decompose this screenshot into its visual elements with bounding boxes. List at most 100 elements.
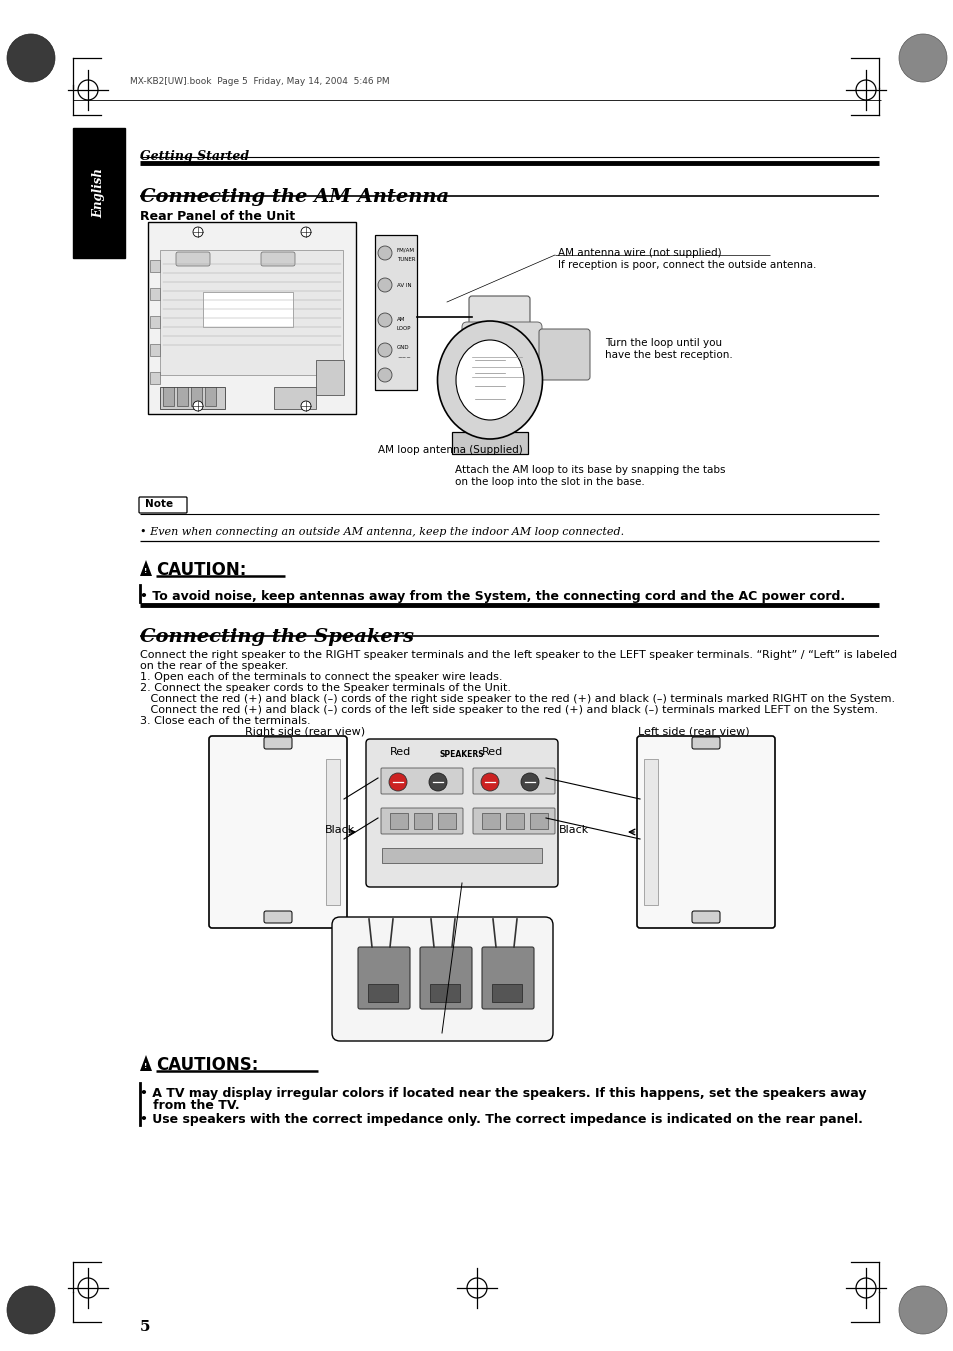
Bar	[326, 759, 339, 905]
Bar	[191, 386, 202, 407]
Text: AM antenna wire (not supplied): AM antenna wire (not supplied)	[558, 249, 720, 258]
Bar	[150, 316, 160, 328]
Text: Connect the red (+) and black (–) cords of the left side speaker to the red (+) : Connect the red (+) and black (–) cords …	[140, 705, 878, 715]
Circle shape	[480, 773, 498, 790]
FancyBboxPatch shape	[691, 911, 720, 923]
Text: GND: GND	[396, 345, 409, 350]
Circle shape	[377, 278, 392, 292]
Circle shape	[193, 227, 203, 236]
Bar	[73, 128, 125, 258]
Text: Connecting the Speakers: Connecting the Speakers	[140, 628, 414, 646]
Bar	[643, 759, 658, 905]
Circle shape	[377, 313, 392, 327]
FancyBboxPatch shape	[175, 253, 210, 266]
Text: TUNER: TUNER	[396, 257, 416, 262]
Text: Connect the right speaker to the RIGHT speaker terminals and the left speaker to: Connect the right speaker to the RIGHT s…	[140, 650, 896, 661]
Text: !: !	[144, 567, 148, 574]
Circle shape	[193, 401, 203, 411]
Text: !: !	[144, 1063, 148, 1069]
FancyBboxPatch shape	[481, 947, 534, 1009]
Text: Turn the loop until you: Turn the loop until you	[604, 338, 721, 349]
Bar	[315, 359, 344, 394]
Bar	[150, 372, 160, 384]
Text: AM: AM	[396, 317, 405, 322]
Bar	[437, 813, 456, 830]
Bar	[203, 292, 293, 327]
FancyBboxPatch shape	[209, 736, 347, 928]
Text: If reception is poor, connect the outside antenna.: If reception is poor, connect the outsid…	[558, 259, 816, 270]
Text: 1. Open each of the terminals to connect the speaker wire leads.: 1. Open each of the terminals to connect…	[140, 671, 502, 682]
Text: Right side (rear view): Right side (rear view)	[245, 727, 365, 738]
Text: Red: Red	[390, 747, 411, 757]
Circle shape	[301, 227, 311, 236]
Polygon shape	[140, 561, 152, 576]
Text: AM loop antenna (Supplied): AM loop antenna (Supplied)	[377, 444, 522, 455]
Bar	[390, 813, 408, 830]
Text: Attach the AM loop to its base by snapping the tabs: Attach the AM loop to its base by snappi…	[455, 465, 724, 476]
FancyBboxPatch shape	[366, 739, 558, 888]
Bar	[381, 848, 541, 863]
Text: CAUTION:: CAUTION:	[156, 561, 246, 580]
FancyBboxPatch shape	[469, 296, 530, 338]
FancyBboxPatch shape	[261, 253, 294, 266]
Circle shape	[389, 773, 407, 790]
FancyBboxPatch shape	[637, 736, 774, 928]
Circle shape	[377, 343, 392, 357]
Text: • Use speakers with the correct impedance only. The correct impedance is indicat: • Use speakers with the correct impedanc…	[140, 1113, 862, 1125]
Bar	[274, 386, 315, 409]
Text: AV IN: AV IN	[396, 282, 411, 288]
Circle shape	[7, 1286, 55, 1333]
Bar	[150, 259, 160, 272]
Circle shape	[377, 246, 392, 259]
Text: ~~~: ~~~	[396, 355, 411, 359]
Text: on the loop into the slot in the base.: on the loop into the slot in the base.	[455, 477, 644, 486]
Text: have the best reception.: have the best reception.	[604, 350, 732, 359]
Text: Red: Red	[481, 747, 503, 757]
Bar	[160, 386, 225, 409]
FancyBboxPatch shape	[380, 767, 462, 794]
Text: • Even when connecting an outside AM antenna, keep the indoor AM loop connected.: • Even when connecting an outside AM ant…	[140, 527, 623, 536]
FancyBboxPatch shape	[461, 322, 541, 386]
Bar	[150, 345, 160, 357]
Text: 3. Close each of the terminals.: 3. Close each of the terminals.	[140, 716, 311, 725]
Bar	[368, 984, 397, 1002]
Ellipse shape	[456, 340, 523, 420]
FancyBboxPatch shape	[332, 917, 553, 1042]
Bar	[150, 288, 160, 300]
Bar	[375, 235, 416, 390]
FancyBboxPatch shape	[264, 738, 292, 748]
FancyBboxPatch shape	[148, 222, 355, 413]
FancyBboxPatch shape	[264, 911, 292, 923]
Ellipse shape	[437, 322, 542, 439]
FancyBboxPatch shape	[691, 738, 720, 748]
Bar	[205, 386, 215, 407]
Text: Left side (rear view): Left side (rear view)	[638, 727, 749, 738]
Text: CAUTIONS:: CAUTIONS:	[156, 1056, 258, 1074]
Text: Connecting the AM Antenna: Connecting the AM Antenna	[140, 188, 449, 205]
Circle shape	[429, 773, 447, 790]
Bar	[505, 813, 523, 830]
FancyBboxPatch shape	[473, 767, 555, 794]
Bar	[163, 386, 173, 407]
Circle shape	[520, 773, 538, 790]
Bar	[530, 813, 547, 830]
Text: Note: Note	[145, 499, 172, 509]
Text: FM/AM: FM/AM	[396, 247, 415, 253]
FancyBboxPatch shape	[380, 808, 462, 834]
Text: Getting Started: Getting Started	[140, 150, 249, 163]
Text: 5: 5	[140, 1320, 151, 1333]
Bar	[160, 250, 343, 376]
Text: • A TV may display irregular colors if located near the speakers. If this happen: • A TV may display irregular colors if l…	[140, 1088, 865, 1100]
Text: Connect the red (+) and black (–) cords of the right side speaker to the red (+): Connect the red (+) and black (–) cords …	[140, 694, 894, 704]
FancyBboxPatch shape	[452, 432, 527, 454]
Text: English: English	[92, 168, 106, 218]
Text: Black: Black	[558, 825, 589, 835]
FancyBboxPatch shape	[538, 330, 589, 380]
Bar	[414, 813, 432, 830]
Text: Black: Black	[325, 825, 355, 835]
Bar	[481, 813, 499, 830]
FancyBboxPatch shape	[473, 808, 555, 834]
Circle shape	[898, 1286, 946, 1333]
Text: • To avoid noise, keep antennas away from the System, the connecting cord and th: • To avoid noise, keep antennas away fro…	[140, 590, 844, 603]
Text: SPEAKERS: SPEAKERS	[439, 750, 484, 759]
